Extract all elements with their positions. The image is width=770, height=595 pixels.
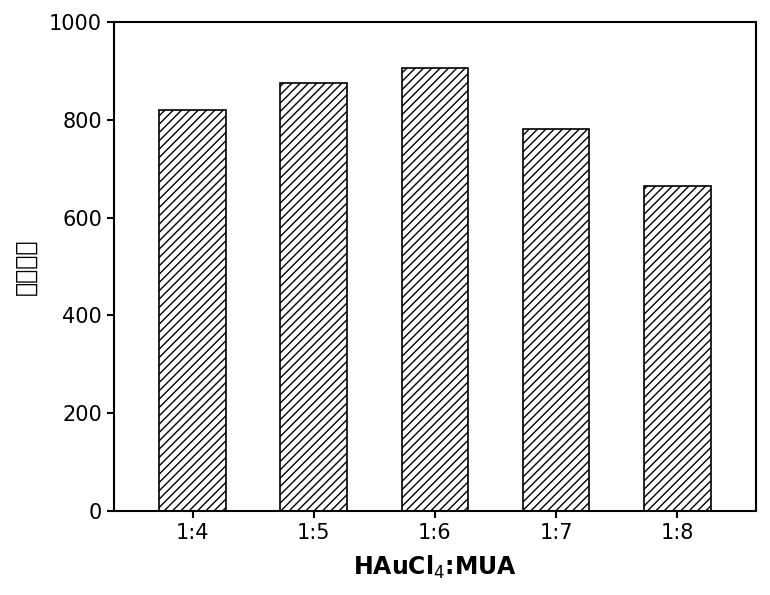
Bar <box>280 83 347 511</box>
Bar <box>644 186 711 511</box>
Bar <box>402 68 468 511</box>
Bar <box>159 110 226 511</box>
Y-axis label: 荪光强度: 荪光强度 <box>14 238 38 295</box>
Bar <box>523 130 590 511</box>
X-axis label: HAuCl$_4$:MUA: HAuCl$_4$:MUA <box>353 554 517 581</box>
